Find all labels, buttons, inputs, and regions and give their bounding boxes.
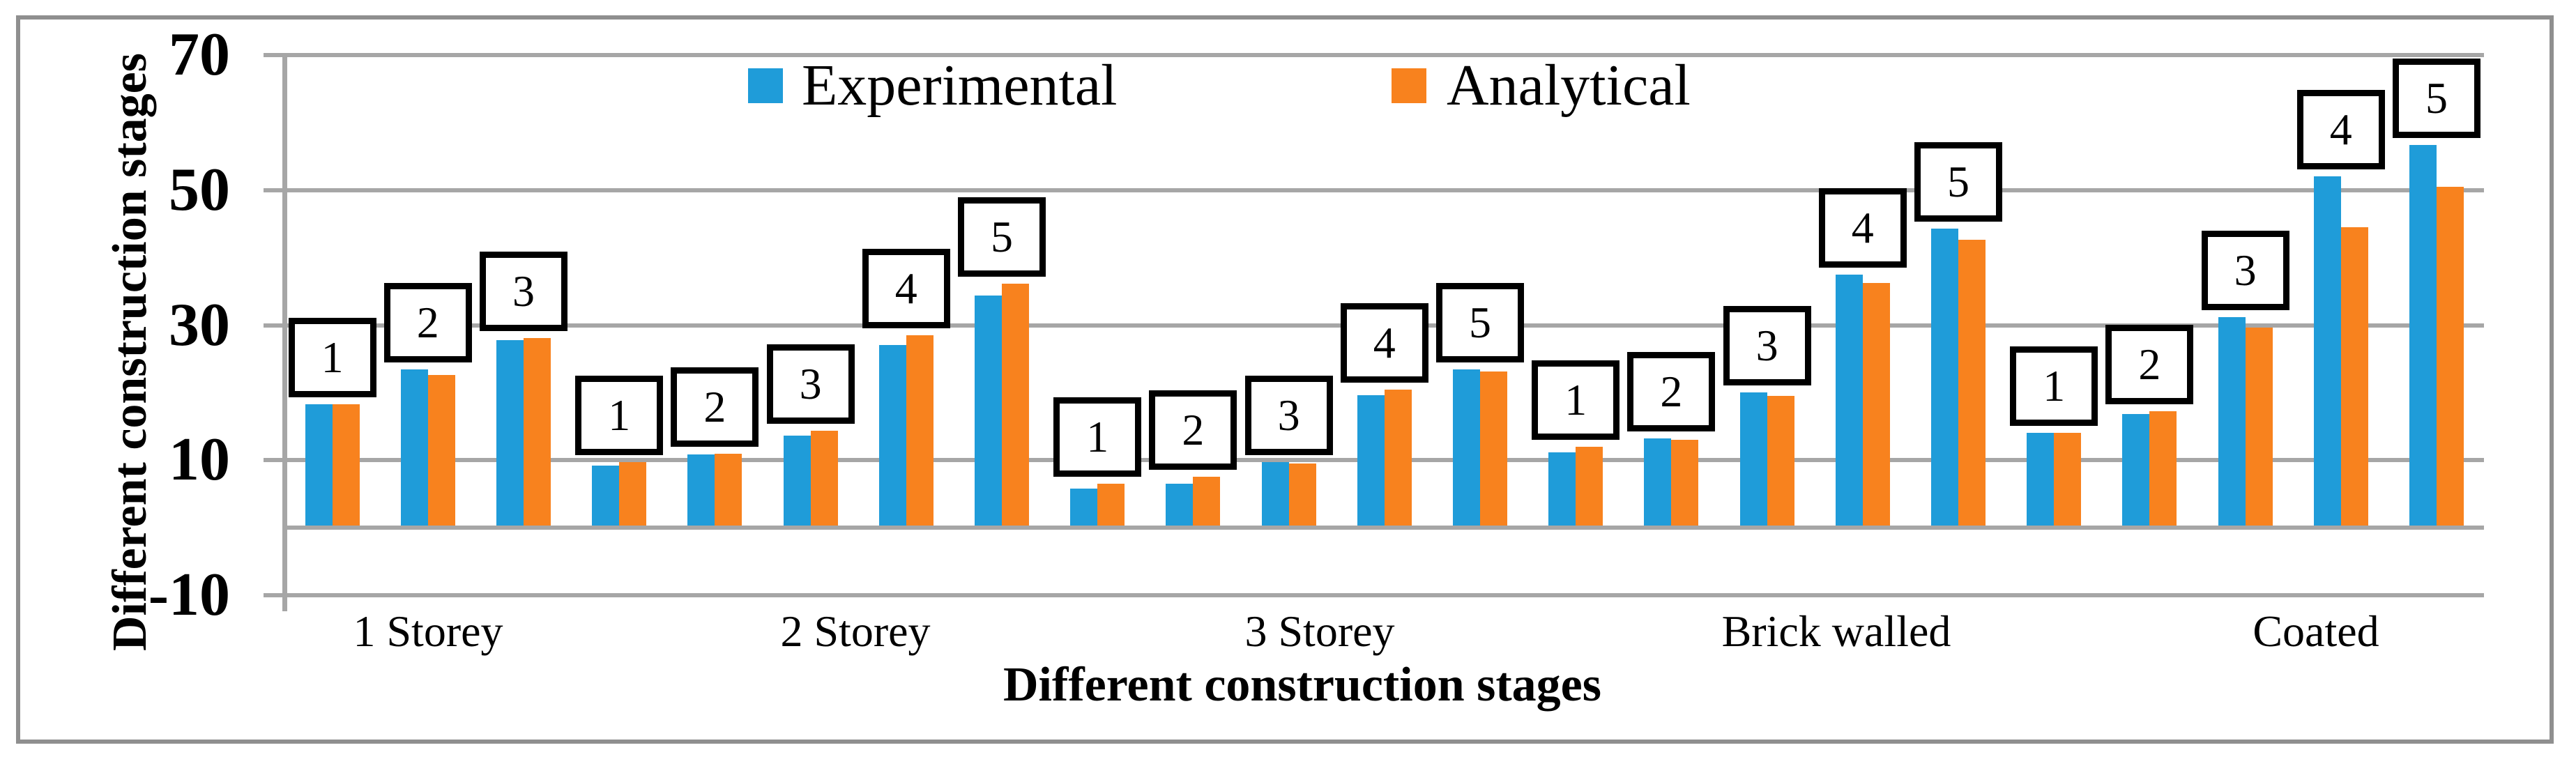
stage-number-box: 5 <box>1436 282 1524 362</box>
bar-experimental <box>2313 176 2341 528</box>
stage-number-box: 4 <box>1818 188 1907 268</box>
y-axis-line <box>282 53 287 611</box>
stage-number-box: 1 <box>2010 346 2098 427</box>
bar-experimental <box>305 404 333 528</box>
bar-analytical <box>1862 282 1890 528</box>
stage-number-box: 3 <box>480 251 567 331</box>
stage-number-box: 2 <box>671 367 759 447</box>
category-label: 1 Storey <box>353 606 503 656</box>
bar-experimental <box>1357 395 1385 528</box>
bar-analytical <box>1480 371 1507 528</box>
x-axis-title: Different construction stages <box>1003 658 1601 712</box>
stage-number-box: 3 <box>2201 230 2289 310</box>
category-label: Coated <box>2253 606 2379 656</box>
legend-swatch-experimental-icon <box>748 68 783 103</box>
y-tick-label: 10 <box>169 426 230 494</box>
stage-number-box: 5 <box>958 197 1046 277</box>
bar-analytical <box>810 430 838 528</box>
bar-analytical <box>2245 328 2273 528</box>
bar-analytical <box>524 337 551 528</box>
x-axis-line <box>284 526 2484 530</box>
stage-number-box: 1 <box>1532 360 1620 440</box>
stage-number-box: 4 <box>1340 302 1428 383</box>
stage-number-box: 2 <box>2105 324 2194 404</box>
bar-experimental <box>2409 145 2437 528</box>
bar-analytical <box>427 375 455 528</box>
bar-analytical <box>332 404 360 528</box>
bar-experimental <box>2027 433 2055 528</box>
stage-number-box: 3 <box>766 344 855 424</box>
y-tick-label: 70 <box>169 21 230 89</box>
bar-analytical <box>1002 283 1029 528</box>
bar-experimental <box>1166 484 1194 528</box>
stage-number-box: 2 <box>1149 390 1237 470</box>
y-tick-label: 30 <box>169 291 230 359</box>
bar-experimental <box>975 296 1002 528</box>
stage-number-box: 1 <box>575 376 664 456</box>
bar-analytical <box>1288 464 1316 528</box>
y-axis-title: Different construction stages <box>103 53 157 651</box>
stage-number-box: 3 <box>1244 376 1333 456</box>
y-axis-tick <box>264 188 284 192</box>
bar-experimental <box>1453 369 1480 528</box>
legend-label-experimental: Experimental <box>802 53 1118 118</box>
y-tick-label: -10 <box>148 560 230 629</box>
bar-analytical <box>715 453 742 528</box>
bar-analytical <box>2149 411 2177 528</box>
bar-analytical <box>906 335 933 528</box>
gridline <box>284 53 2484 58</box>
gridline <box>284 592 2484 597</box>
bar-analytical <box>1097 484 1125 528</box>
stage-number-box: 5 <box>2393 59 2480 139</box>
y-tick-label: 50 <box>169 156 230 224</box>
bar-experimental <box>878 344 906 528</box>
gridline <box>284 188 2484 192</box>
bar-experimental <box>1931 229 1958 528</box>
figure-border <box>16 15 2554 744</box>
y-axis-tick <box>264 458 284 463</box>
bar-experimental <box>592 465 620 528</box>
stage-number-box: 1 <box>1053 397 1142 477</box>
bar-analytical <box>2054 433 2082 528</box>
stage-number-box: 2 <box>383 282 472 362</box>
bar-experimental <box>2218 316 2246 528</box>
bar-experimental <box>1739 392 1767 528</box>
category-label: Brick walled <box>1721 606 1951 656</box>
bar-analytical <box>1193 477 1221 528</box>
bar-experimental <box>783 436 811 528</box>
bar-analytical <box>2340 227 2368 528</box>
bar-analytical <box>1958 239 1986 528</box>
stage-number-box: 5 <box>1914 142 2002 222</box>
stage-number-box: 2 <box>1627 352 1716 432</box>
stage-number-box: 4 <box>2296 89 2385 169</box>
stage-number-box: 4 <box>862 249 950 329</box>
bar-experimental <box>496 339 524 528</box>
bar-analytical <box>1384 389 1412 528</box>
bar-experimental <box>2122 414 2150 528</box>
y-axis-tick <box>264 323 284 328</box>
y-axis-tick <box>264 53 284 58</box>
y-axis-tick <box>264 592 284 597</box>
bar-experimental <box>400 369 428 528</box>
legend-label-analytical: Analytical <box>1447 53 1691 118</box>
category-label: 2 Storey <box>780 606 931 656</box>
bar-experimental <box>1644 438 1672 528</box>
bar-experimental <box>1835 275 1863 528</box>
bar-analytical <box>1671 440 1699 528</box>
bar-analytical <box>619 462 647 528</box>
stage-number-box: 3 <box>1723 306 1811 386</box>
bar-experimental <box>1261 462 1289 528</box>
category-label: 3 Storey <box>1244 606 1395 656</box>
bar-analytical <box>2437 187 2464 528</box>
bar-analytical <box>1576 446 1603 528</box>
legend-swatch-analytical-icon <box>1392 68 1426 103</box>
stage-number-box: 1 <box>288 317 376 397</box>
bar-experimental <box>687 454 715 528</box>
bar-experimental <box>1070 488 1098 528</box>
bar-analytical <box>1767 396 1794 528</box>
bar-experimental <box>1548 452 1576 528</box>
